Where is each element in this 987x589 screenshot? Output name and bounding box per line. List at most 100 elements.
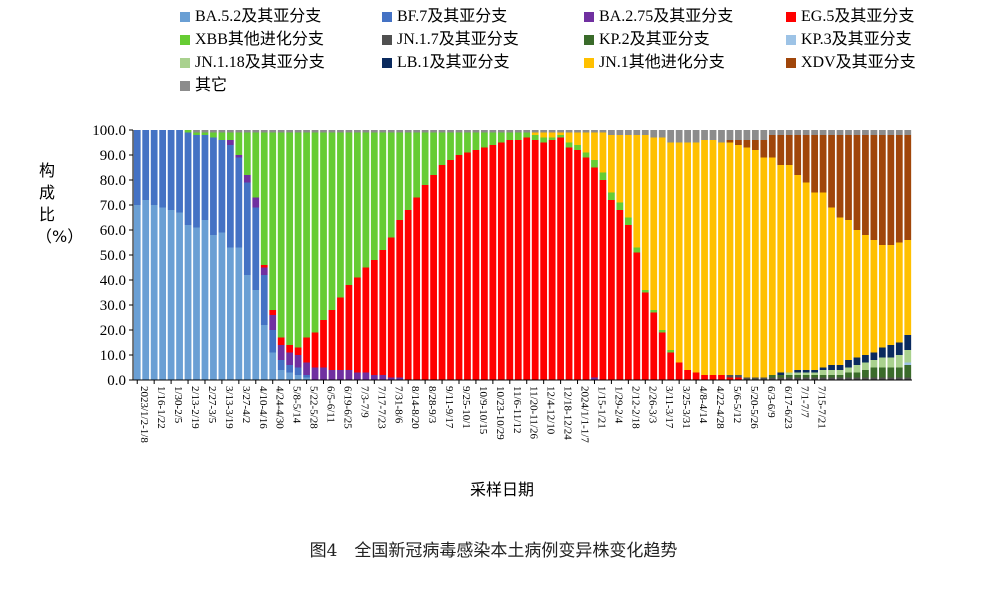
bar-segment [489,130,497,133]
bar-segment [430,175,437,380]
legend-item: BF.7及其亚分支 [382,6,507,28]
bar-segment [811,375,819,378]
bar-segment [819,367,827,370]
bar-segment [557,130,564,133]
bar-segment [514,140,522,380]
bar-segment [904,362,912,365]
bar-segment [531,130,539,133]
bar-segment [862,377,869,380]
bar-segment [447,160,454,380]
bar-segment [472,130,480,133]
bar-segment [658,137,666,330]
bar-segment [836,135,844,218]
bar-segment [819,135,827,193]
x-tick-label: 12/4-12/10 [545,386,557,435]
x-tick-label: 2/27-3/5 [206,386,218,424]
legend-item: JN.1其他进化分支 [584,52,725,74]
bar-segment [438,130,446,133]
legend-label: JN.1.18及其亚分支 [195,54,325,71]
bar-segment [201,132,209,135]
bar-segment [354,130,361,133]
bar-segment [751,150,759,378]
bar-segment [777,135,785,165]
bar-segment [269,132,277,310]
bar-segment [624,217,632,225]
bar-segment [870,135,878,240]
bar-segment [650,130,658,138]
bar-segment [743,130,751,140]
bar-segment [709,140,717,375]
bar-segment [904,130,912,135]
bar-segment [811,135,819,193]
bar-segment [345,130,353,133]
bar-segment [658,330,666,333]
bar-segment [574,130,581,133]
x-tick-label: 10/23-10/29 [494,386,506,440]
x-axis-label: 采样日期 [470,480,535,499]
bar-segment [684,370,691,380]
bar-segment [193,132,200,135]
bar-segment [895,367,903,378]
legend-label: LB.1及其亚分支 [397,54,510,71]
bar-segment [701,130,708,140]
y-tick-label: 60.0 [100,223,126,239]
x-tick-label: 7/31-8/6 [392,386,404,424]
bar-segment [862,355,869,363]
bar-segment [650,312,658,380]
bar-segment [464,130,471,133]
bar-segment [362,372,370,380]
bar-segment [735,375,742,378]
bar-segment [904,377,912,380]
bar-segment [413,130,421,133]
bar-segment [142,130,150,200]
bar-segment [862,130,869,135]
legend-swatch [584,58,594,68]
bar-segment [802,370,810,373]
bar-segment [650,137,658,310]
figure-caption: 图4 全国新冠病毒感染本土病例变异株变化趋势 [309,541,678,561]
bar-segment [277,345,285,360]
bar-segment [845,220,852,360]
bar-segment [337,132,344,298]
legend-item: BA.2.75及其亚分支 [584,6,733,28]
legend-swatch [584,35,594,45]
bar-segment [692,142,700,373]
bar-segment [497,142,505,380]
bar-segment [853,365,861,373]
bar-segment [845,135,852,220]
bar-segment [641,130,649,135]
bar-segment [726,377,734,380]
bar-segment [878,367,886,378]
bar-segment [328,132,336,310]
x-tick-label: 6/5-6/11 [325,386,337,423]
bar-segment [260,275,268,325]
bar-segment [320,367,327,380]
bar-segment [608,192,615,200]
bar-segment [608,200,615,380]
bar-segment [404,132,412,210]
bar-segment [819,377,827,380]
bar-segment [379,375,387,380]
bar-segment [362,132,370,268]
x-tick-label: 1/29-2/4 [612,386,624,424]
bar-segment [726,375,734,378]
y-tick-label: 30.0 [100,298,126,314]
bar-segment [878,135,886,245]
x-tick-label: 6/3-6/9 [765,386,777,418]
bar-segment [904,135,912,240]
bar-segment [370,260,378,375]
bar-segment [836,130,844,135]
bar-segment [548,137,556,140]
bar-segment [438,132,446,165]
bar-segment [887,377,895,380]
bar-segment [878,347,886,358]
legend-item: 其它 [180,75,227,97]
bar-segment [591,132,598,160]
bar-segment [650,310,658,313]
bar-segment [667,142,675,350]
bar-segment [870,352,878,360]
bar-segment [337,297,344,370]
bar-segment [777,372,785,375]
bar-segment [396,130,404,133]
